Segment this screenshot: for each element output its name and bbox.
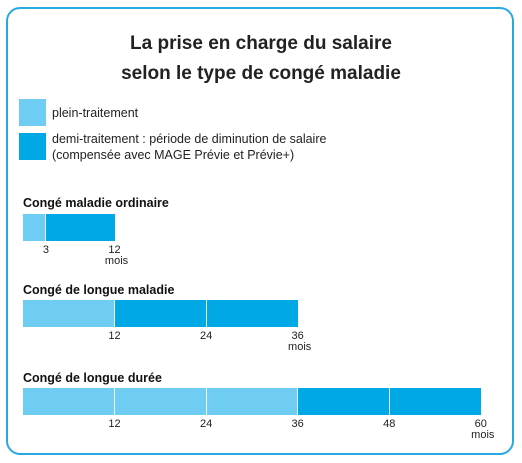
- tick-label-36: 36: [291, 330, 304, 342]
- unit-label: mois: [288, 341, 312, 353]
- chart-frame: [6, 7, 514, 455]
- bar-divider: [205, 300, 207, 327]
- bar-divider: [388, 388, 390, 415]
- bar-plein-conge-maladie-ordinaire: [23, 214, 46, 241]
- unit-label: mois: [104, 255, 129, 267]
- legend-swatch-demi: [19, 133, 46, 160]
- bar-divider: [114, 388, 116, 415]
- legend-label-demi-line2: (compensée avec MAGE Prévie et Prévie+): [52, 148, 295, 162]
- bar-divider: [205, 388, 207, 415]
- legend-swatch-plein: [19, 99, 46, 126]
- bar-divider: [114, 300, 116, 327]
- chart-title-line1: La prise en charge du salaire: [130, 33, 392, 54]
- legend-label-demi-line1: demi-traitement : période de diminution …: [52, 132, 327, 146]
- tick-label-12: 12: [108, 418, 121, 430]
- bar-divider: [297, 388, 299, 415]
- tick-label-60: 60: [474, 418, 487, 430]
- tick-label-12: 12: [108, 330, 121, 342]
- bar-divider: [45, 214, 47, 241]
- tick-label-24: 24: [199, 418, 213, 430]
- tick-label-24: 24: [199, 330, 213, 342]
- tick-label-12: 12: [108, 244, 121, 256]
- tick-label-3: 3: [42, 244, 49, 256]
- row-title-conge-de-longue-maladie: Congé de longue maladie: [23, 283, 175, 297]
- unit-label: mois: [471, 429, 495, 441]
- tick-label-48: 48: [383, 418, 396, 430]
- bar-demi-conge-maladie-ordinaire: [45, 214, 115, 241]
- tick-label-36: 36: [291, 418, 304, 430]
- bar-plein-conge-de-longue-duree: [23, 388, 298, 415]
- chart-title-line2: selon le type de congé maladie: [121, 63, 401, 84]
- row-title-conge-maladie-ordinaire: Congé maladie ordinaire: [23, 196, 169, 210]
- row-title-conge-de-longue-duree: Congé de longue durée: [23, 371, 162, 385]
- bar-plein-conge-de-longue-maladie: [23, 300, 115, 327]
- legend-label-plein: plein-traitement: [52, 106, 139, 120]
